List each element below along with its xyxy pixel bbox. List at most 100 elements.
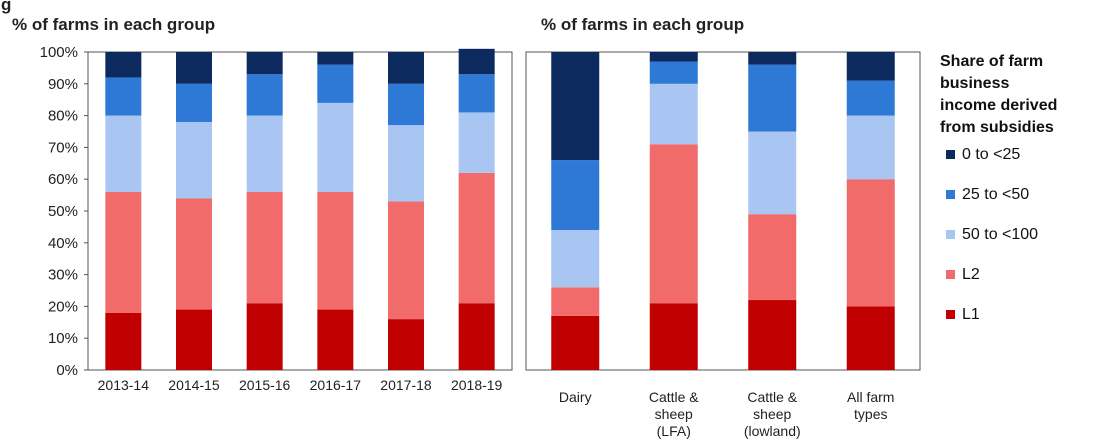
legend-title-line: from subsidies [940,119,1054,136]
bar-segment [458,303,495,370]
bar-segment [105,191,142,313]
legend-label: 25 to <50 [962,186,1029,203]
figure-corner-label: g [1,0,11,14]
y-tick-label: 10% [48,330,78,347]
y-tick-label: 80% [48,108,78,125]
bar-segment [176,121,212,199]
left-panel-title: % of farms in each group [12,15,215,34]
x-tick-label: 2017-18 [380,377,432,393]
legend-label: L1 [962,306,980,323]
bar-segment [317,309,354,370]
bar-segment [748,131,797,215]
left-plot-frame [87,51,513,371]
legend-title-line: income derived [940,97,1057,114]
bar-segment [105,52,142,78]
right-bars [551,52,895,370]
left-y-axis-ticks: 0% 10% 20% 30% 40% 50% 60% 70% 80% 90% 100% [40,44,88,379]
bar-segment [649,144,698,304]
bar-segment [388,83,424,126]
bar-segment [176,309,212,370]
bar-segment [105,312,142,370]
bar-segment [458,112,495,173]
legend: Share of farm business income derived fr… [940,53,1062,323]
bar-segment [846,115,895,180]
bar-segment [551,160,600,231]
left-x-axis-labels: 2013-14 2014-15 2015-16 2016-17 2017-18 2018-… [98,377,503,393]
x-tick-label: All farm [847,389,894,405]
legend-title-line: business [940,75,1009,92]
x-tick-label: Cattle & [747,389,797,405]
bar-segment [388,201,424,320]
legend-swatch [946,190,955,199]
x-tick-label: sheep [753,406,791,422]
bar-segment [246,74,283,116]
bar-segment [458,172,495,304]
bar-segment [551,52,600,161]
bar-segment [846,80,895,116]
legend-swatch [946,150,955,159]
bar-segment [846,179,895,307]
x-tick-label: 2016-17 [310,377,362,393]
right-panel: % of farms in each group Dairy Cattle &sh… [525,15,921,439]
bar-segment [176,52,212,84]
bar-segment [176,198,212,310]
bar-segment [649,303,698,370]
bar-segment [748,300,797,370]
y-tick-label: 70% [48,139,78,156]
y-tick-label: 100% [40,44,78,61]
bar-segment [105,115,142,192]
bar-segment [317,52,354,65]
bar-segment [246,191,283,304]
x-tick-label: (LFA) [657,423,691,439]
x-tick-label: 2018-19 [451,377,503,393]
legend-swatch [946,230,955,239]
bar-segment [176,83,212,122]
left-panel: % of farms in each group 0% 10% 20% 30% 40% 5… [12,15,513,393]
legend-label: 50 to <100 [962,226,1038,243]
bar-segment [551,230,600,288]
bar-segment [846,306,895,370]
bar-segment [748,214,797,301]
bar-segment [246,52,283,75]
bar-segment [748,52,797,65]
legend-items: 0 to <25 25 to <50 50 to <100 L2 L1 [946,146,1038,323]
legend-title-line: Share of farm [940,53,1043,70]
bar-segment [317,191,354,310]
legend-swatch [946,310,955,319]
x-tick-label: Dairy [559,389,592,405]
bar-segment [551,287,600,316]
bar-segment [388,125,424,202]
bar-segment [551,315,600,370]
y-tick-label: 30% [48,267,78,284]
y-tick-label: 50% [48,203,78,220]
x-tick-label: 2014-15 [168,377,220,393]
bar-segment [748,64,797,132]
x-tick-label: Cattle & [649,389,699,405]
legend-title: Share of farm business income derived fr… [940,53,1062,136]
x-tick-label: 2015-16 [239,377,291,393]
bar-segment [388,319,424,370]
bar-segment [317,64,354,103]
right-plot-frame [525,51,921,371]
y-tick-label: 40% [48,235,78,252]
bar-segment [649,52,698,62]
legend-label: 0 to <25 [962,146,1020,163]
bar-segment [246,115,283,192]
right-x-axis-labels: Dairy Cattle &sheep(LFA)Cattle &sheep(low… [559,389,895,439]
legend-swatch [946,270,955,279]
bar-segment [317,102,354,192]
bar-segment [458,48,495,75]
y-tick-label: 0% [56,362,78,379]
bar-segment [458,74,495,113]
left-bars [105,48,495,370]
bar-segment [246,303,283,370]
y-tick-label: 90% [48,76,78,93]
x-tick-label: 2013-14 [98,377,150,393]
bar-segment [649,61,698,84]
x-tick-label: sheep [655,406,693,422]
right-panel-title: % of farms in each group [541,15,744,34]
bar-segment [846,52,895,81]
x-tick-label: (lowland) [744,423,801,439]
bar-segment [388,52,424,84]
